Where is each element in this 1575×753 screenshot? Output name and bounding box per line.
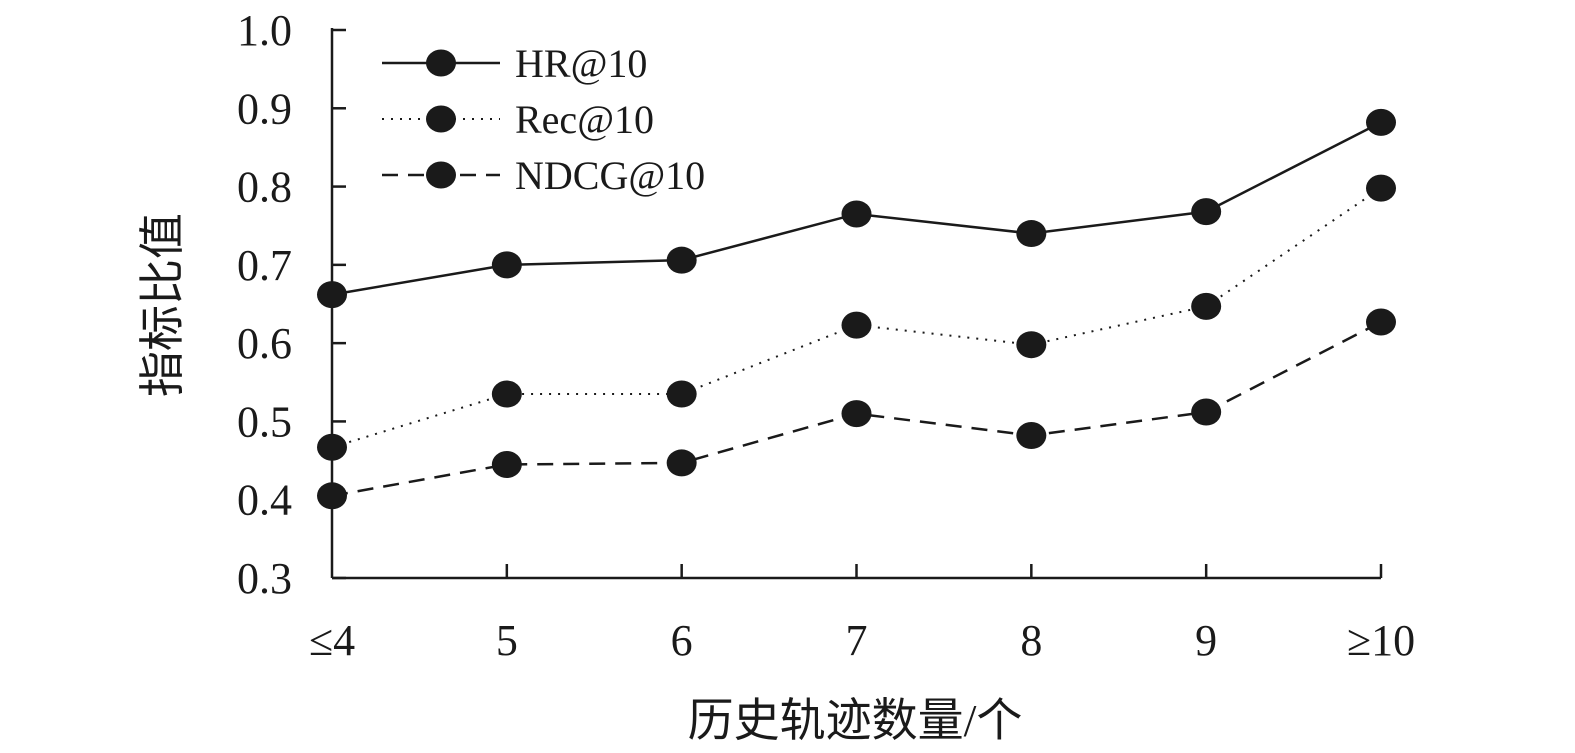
legend-marker — [426, 105, 456, 133]
data-point — [1016, 331, 1047, 359]
data-point — [666, 449, 697, 477]
data-point — [1191, 292, 1222, 320]
data-point — [491, 450, 522, 478]
data-point — [491, 380, 522, 408]
data-point — [317, 482, 347, 510]
x-tick-label: 9 — [1195, 616, 1217, 665]
legend-item: Rec@10 — [382, 97, 654, 142]
y-tick-label: 0.4 — [237, 476, 292, 525]
x-tick-label: 7 — [846, 616, 868, 665]
x-tick-label: 6 — [671, 616, 693, 665]
axes — [330, 28, 1381, 580]
data-point — [1016, 220, 1047, 248]
data-point — [666, 380, 697, 408]
x-tick-label: 5 — [496, 616, 518, 665]
data-point — [317, 281, 347, 309]
data-series — [317, 108, 1396, 510]
data-point — [1366, 308, 1396, 336]
legend-label: NDCG@10 — [515, 153, 705, 198]
x-axis-title: 历史轨迹数量/个 — [688, 695, 1023, 746]
data-point — [841, 200, 872, 228]
y-tick-label: 1.0 — [237, 6, 292, 55]
y-tick-label: 0.5 — [237, 397, 292, 446]
legend-item: NDCG@10 — [382, 153, 705, 198]
data-point — [1016, 422, 1047, 450]
y-axis-ticks: 0.3 0.4 0.5 0.6 0.7 0.8 0.9 1.0 — [237, 6, 346, 603]
x-axis-ticks: ≤4 5 6 7 8 9 ≥10 — [309, 564, 1415, 665]
legend-item: HR@10 — [382, 41, 647, 86]
y-axis-title: 指标比值 — [137, 213, 188, 397]
data-point — [1191, 398, 1222, 426]
legend: HR@10 Rec@10 NDCG@10 — [382, 41, 705, 198]
y-tick-label: 0.8 — [237, 163, 292, 212]
y-tick-label: 0.9 — [237, 84, 292, 133]
legend-label: Rec@10 — [515, 97, 654, 142]
legend-label: HR@10 — [515, 41, 647, 86]
y-tick-label: 0.7 — [237, 241, 292, 290]
data-point — [841, 311, 872, 339]
y-tick-label: 0.3 — [237, 554, 292, 603]
x-tick-label: ≤4 — [309, 616, 355, 665]
series-rec-10 — [317, 174, 1396, 461]
series-ndcg-10 — [317, 308, 1396, 510]
data-point — [1191, 198, 1222, 226]
y-tick-label: 0.6 — [237, 319, 292, 368]
series-hr-10 — [317, 108, 1396, 309]
data-point — [317, 433, 347, 461]
x-tick-label: 8 — [1020, 616, 1042, 665]
data-point — [491, 251, 522, 279]
data-point — [666, 246, 697, 274]
data-point — [1366, 174, 1396, 202]
legend-marker — [426, 161, 456, 189]
data-point — [1366, 108, 1396, 136]
data-point — [841, 400, 872, 428]
x-tick-label: ≥10 — [1347, 616, 1415, 665]
legend-marker — [426, 49, 456, 77]
